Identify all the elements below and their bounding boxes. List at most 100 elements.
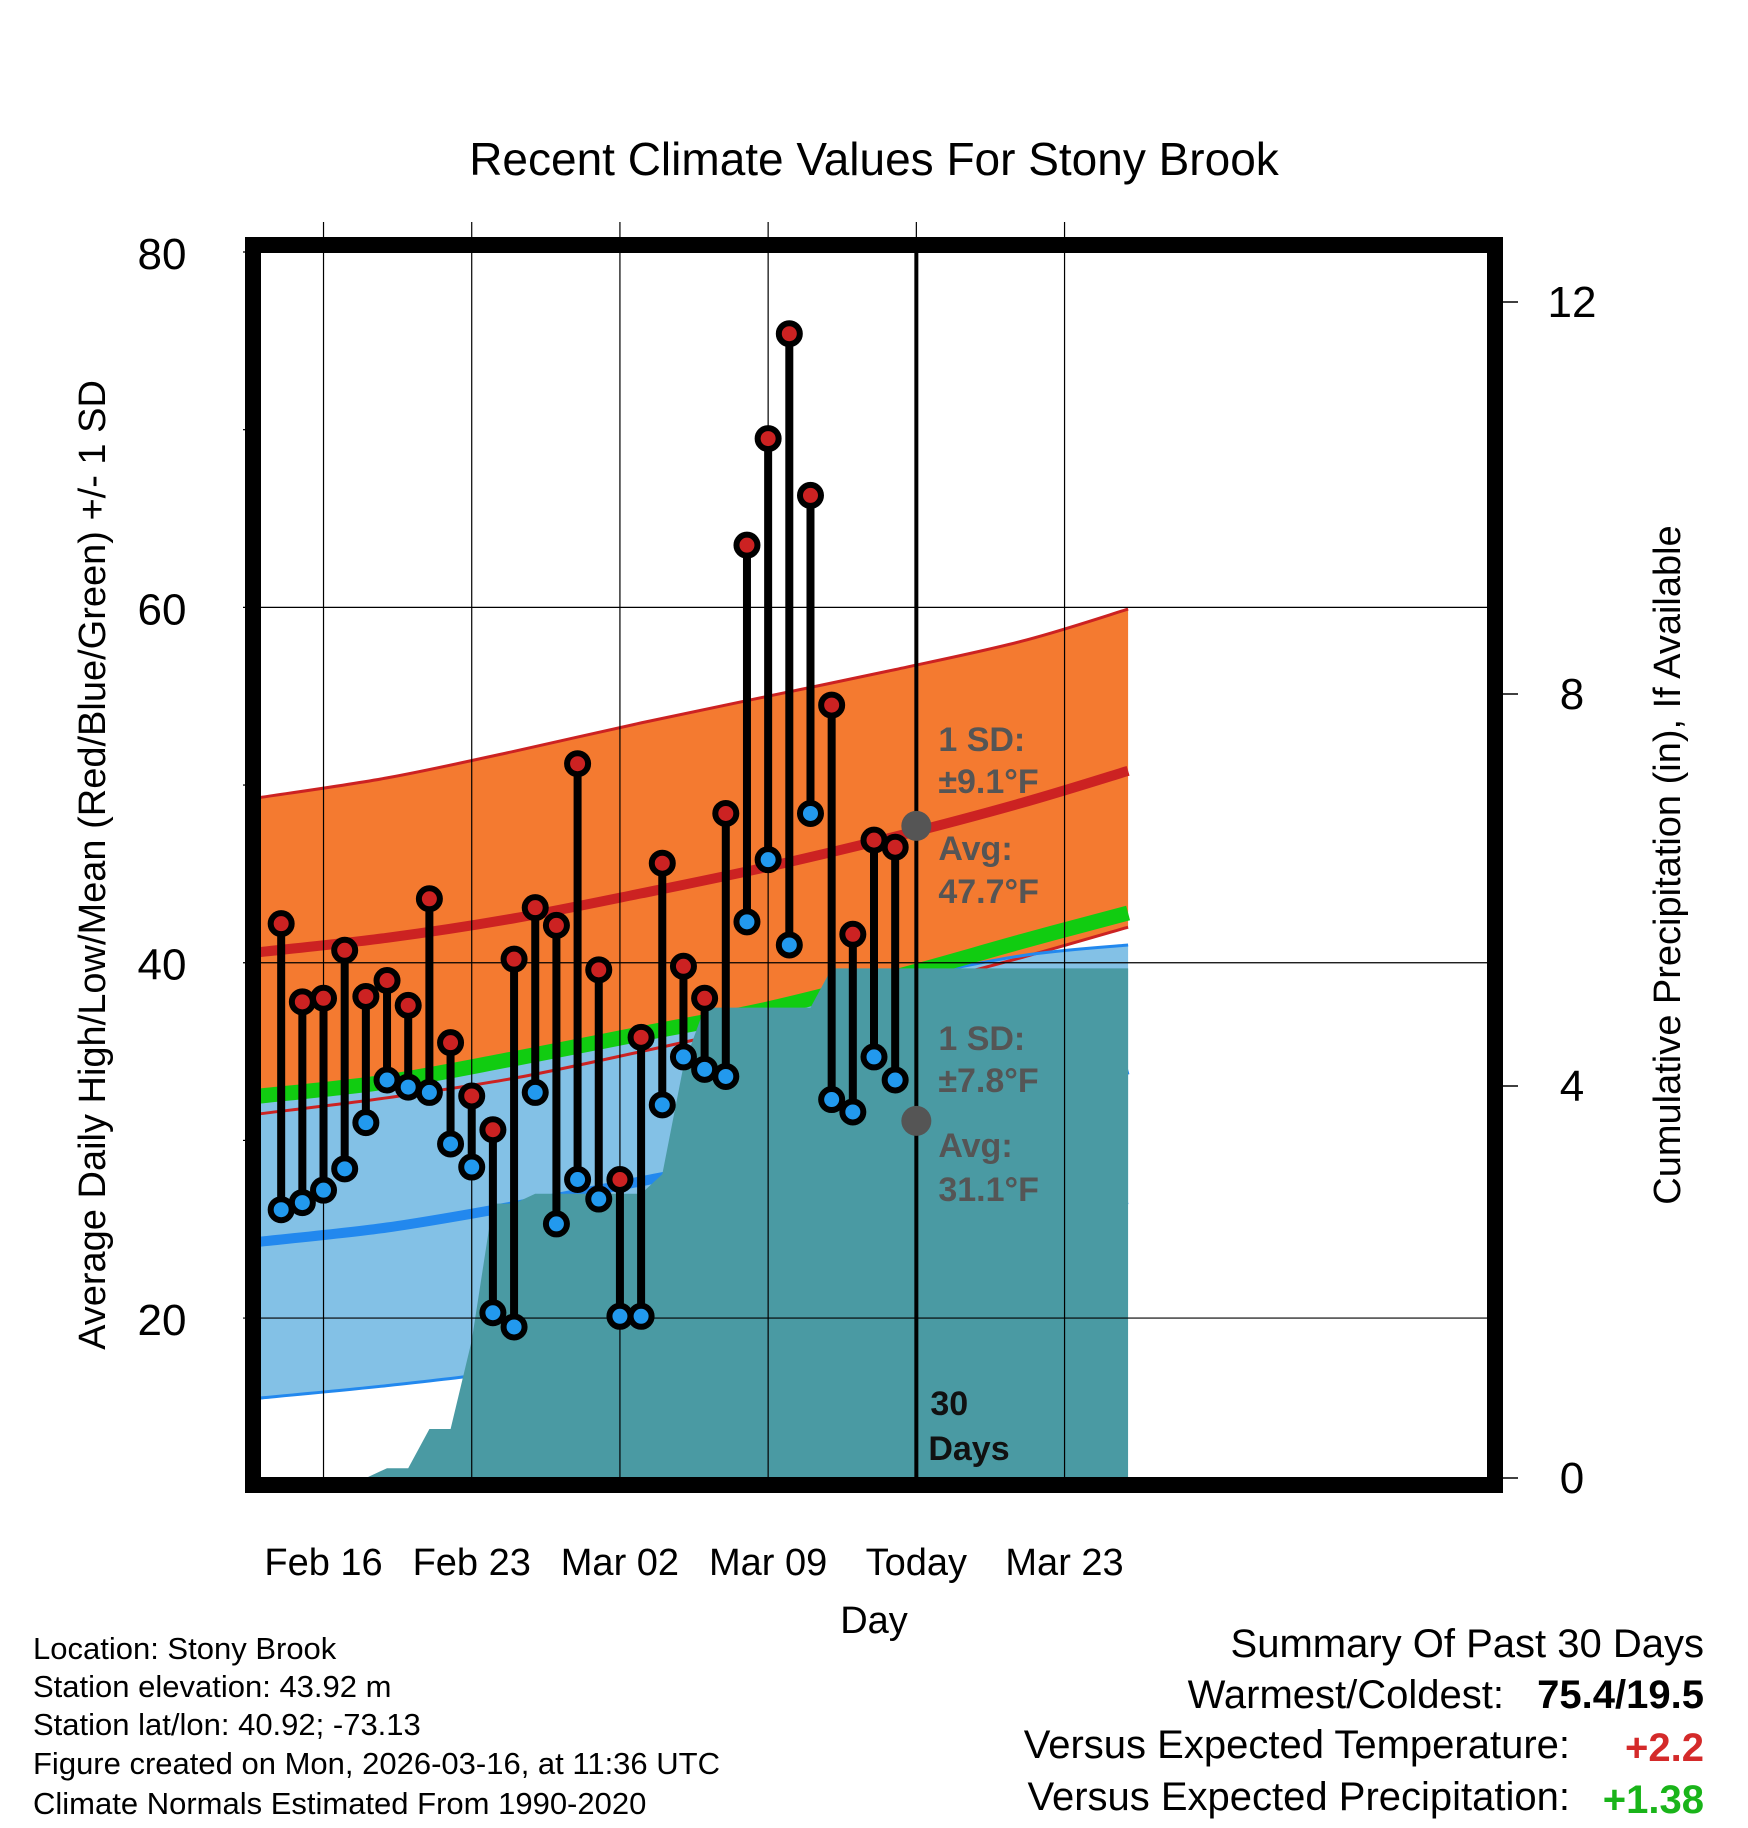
plot-border <box>245 237 1503 1493</box>
daily-low-point <box>564 1165 592 1193</box>
precipitation-area <box>260 968 1129 1478</box>
today-days-number: 30 <box>930 1385 968 1423</box>
high-upper-line <box>260 607 1129 799</box>
axes: Recent Climate Values For Stony Brook 20 4… <box>72 133 1689 1642</box>
daily-low-point <box>521 1078 549 1106</box>
daily-high-point <box>796 481 824 509</box>
plot-frame <box>245 237 1503 1493</box>
low-sd-label: 1 SD: <box>938 1020 1025 1058</box>
expected-temperature-label: Versus Expected Temperature: <box>1023 1723 1570 1767</box>
daily-low-point <box>394 1073 422 1101</box>
y-tick-label: 80 <box>138 230 187 279</box>
warmest-coldest-value: 75.4/19.5 <box>1537 1673 1704 1717</box>
daily-high-point <box>437 1029 465 1057</box>
climate-normals-note: Climate Normals Estimated From 1990-2020 <box>33 1786 647 1821</box>
daily-high-point <box>267 910 295 938</box>
x-tick-label: Today <box>866 1542 967 1584</box>
high-avg-value: 47.7°F <box>938 873 1039 911</box>
daily-high-point <box>691 984 719 1012</box>
low-avg-dot <box>901 1105 932 1136</box>
daily-high-point <box>373 966 401 994</box>
high-sd-band <box>260 609 1129 1114</box>
daily-low-point <box>775 931 803 959</box>
daily-low-point <box>712 1062 740 1090</box>
x-tick-label: Mar 23 <box>1005 1542 1123 1584</box>
low-sd-value: ±7.8°F <box>938 1062 1038 1100</box>
daily-high-point <box>564 750 592 778</box>
x-tick-label: Feb 23 <box>413 1542 531 1584</box>
daily-high-point <box>415 885 443 913</box>
daily-high-point <box>733 531 761 559</box>
daily-high-point <box>352 982 380 1010</box>
daily-high-point <box>310 984 338 1012</box>
daily-high-point <box>627 1023 655 1051</box>
daily-low-point <box>415 1078 443 1106</box>
warmest-coldest-label: Warmest/Coldest: <box>1187 1673 1504 1717</box>
today-line: 30 Days <box>914 252 1010 1478</box>
daily-high-point <box>818 691 846 719</box>
daily-low-point <box>288 1189 316 1217</box>
daily-high-point <box>288 988 316 1016</box>
expected-temperature-value: +2.2 <box>1625 1726 1704 1770</box>
daily-high-point <box>754 425 782 453</box>
y-tick-label: 20 <box>138 1296 187 1345</box>
daily-low-point <box>479 1299 507 1327</box>
daily-low-point <box>754 846 782 874</box>
high-normal-line <box>260 766 1130 958</box>
low-avg-label: Avg: <box>938 1127 1012 1165</box>
summary-heading: Summary Of Past 30 Days <box>1230 1622 1704 1666</box>
daily-high-point <box>585 956 613 984</box>
x-tick-label: Mar 02 <box>561 1542 679 1584</box>
expected-precipitation-label: Versus Expected Precipitation: <box>1027 1775 1570 1819</box>
station-elevation: Station elevation: 43.92 m <box>33 1669 392 1704</box>
daily-low-point <box>458 1153 486 1181</box>
daily-high-point <box>479 1116 507 1144</box>
daily-low-point <box>331 1155 359 1183</box>
daily-high-point <box>394 991 422 1019</box>
daily-high-point <box>775 320 803 348</box>
x-axis-label: Day <box>840 1600 908 1642</box>
daily-high-point <box>881 833 909 861</box>
daily-low-point <box>585 1185 613 1213</box>
daily-low-point <box>648 1091 676 1119</box>
daily-high-point <box>648 849 676 877</box>
daily-low-point <box>437 1130 465 1158</box>
daily-low-point <box>542 1210 570 1238</box>
normal-annotations: 1 SD: ±9.1°F Avg: 47.7°F 1 SD: ±7.8°F Avg: 31.1… <box>901 721 1039 1209</box>
high-avg-label: Avg: <box>938 830 1012 868</box>
daily-high-point <box>542 911 570 939</box>
y-axis-label: Average Daily High/Low/Mean (Red/Blue/Gr… <box>72 380 114 1350</box>
y2-tick-label: 12 <box>1548 278 1597 327</box>
daily-low-point <box>881 1066 909 1094</box>
daily-high-point <box>669 952 697 980</box>
high-sd-label: 1 SD: <box>938 721 1025 759</box>
daily-low-point <box>373 1066 401 1094</box>
x-tick-label: Feb 16 <box>264 1542 382 1584</box>
daily-low-point <box>796 799 824 827</box>
daily-high-point <box>606 1165 634 1193</box>
figure-created: Figure created on Mon, 2026-03-16, at 11… <box>33 1746 720 1781</box>
y2-tick-label: 0 <box>1560 1454 1584 1503</box>
precipitation-fill <box>260 968 1129 1478</box>
chart-title: Recent Climate Values For Stony Brook <box>469 133 1280 185</box>
daily-low-point <box>691 1055 719 1083</box>
high-sd-value: ±9.1°F <box>938 763 1038 801</box>
daily-high-point <box>712 799 740 827</box>
daily-low-point <box>500 1313 528 1341</box>
daily-low-point <box>733 908 761 936</box>
daily-range-bars <box>267 320 909 1341</box>
daily-low-point <box>627 1302 655 1330</box>
expected-precipitation-value: +1.38 <box>1602 1778 1704 1822</box>
daily-high-point <box>331 936 359 964</box>
x-tick-label: Mar 09 <box>709 1542 827 1584</box>
y2-tick-label: 4 <box>1560 1062 1584 1111</box>
station-latlon: Station lat/lon: 40.92; -73.13 <box>33 1707 421 1742</box>
daily-low-point <box>669 1043 697 1071</box>
daily-high-point <box>839 920 867 948</box>
y2-axis-label: Cumulative Precipitation (in), If Availa… <box>1647 525 1689 1204</box>
daily-low-point <box>352 1109 380 1137</box>
y-tick-label: 60 <box>138 585 187 634</box>
low-avg-value: 31.1°F <box>938 1171 1039 1209</box>
daily-low-point <box>860 1043 888 1071</box>
